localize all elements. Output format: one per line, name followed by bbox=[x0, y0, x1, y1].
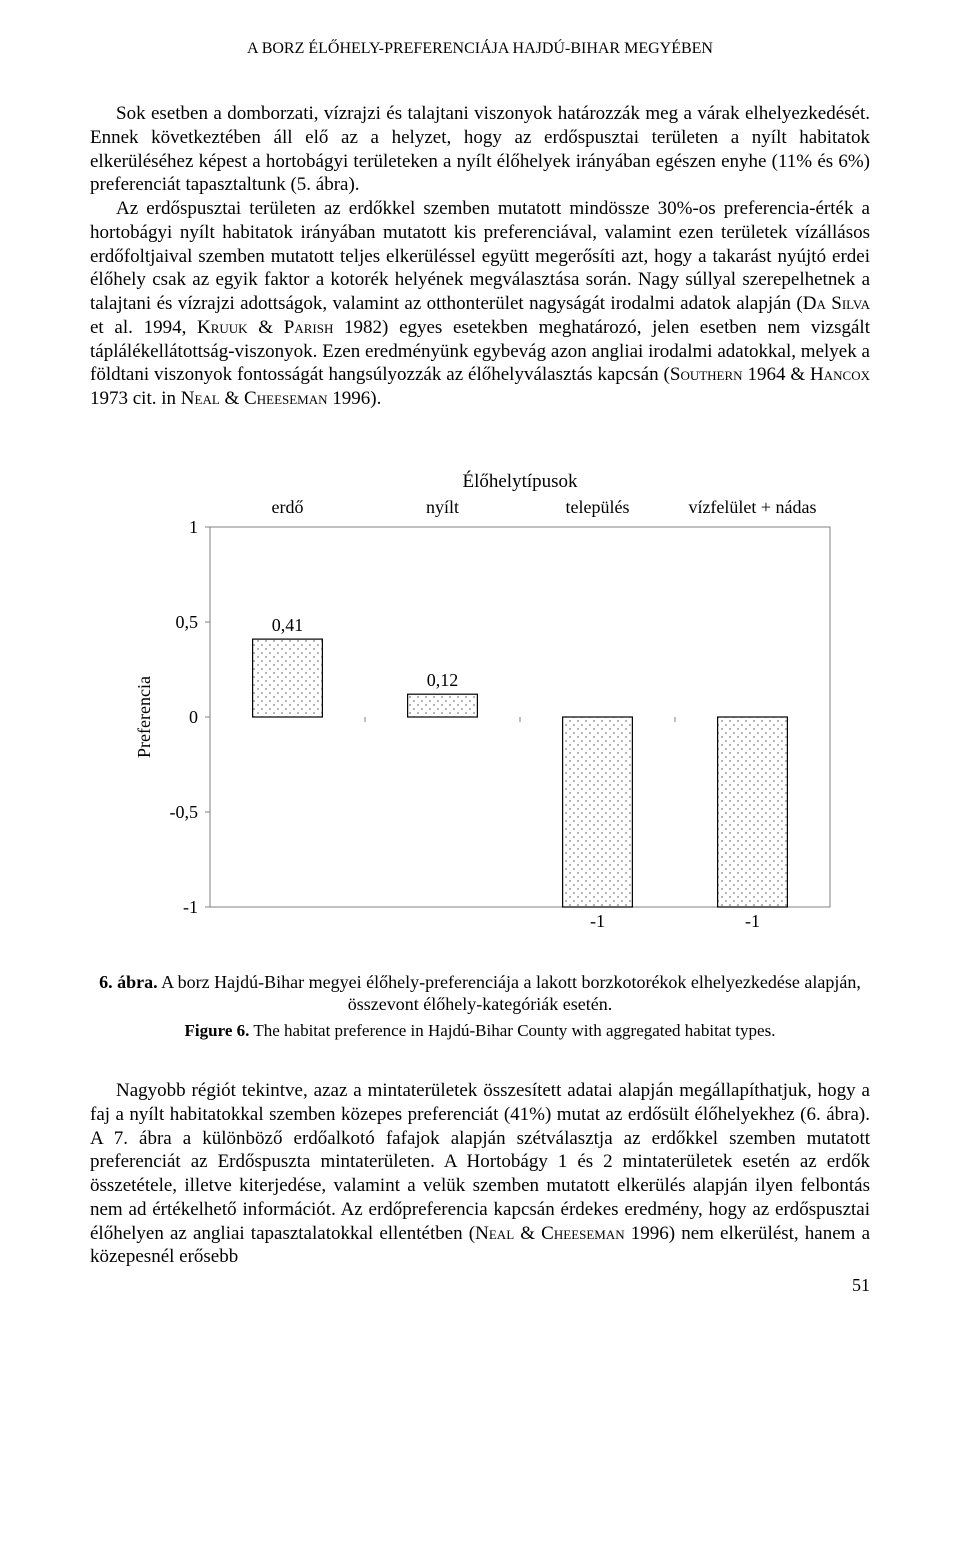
p2-text: 1973 cit. in N bbox=[90, 388, 195, 409]
p2-sc: ancox bbox=[824, 364, 870, 385]
preference-bar-chart: Élőhelytípusok erdő nyílt település vízfelül… bbox=[100, 459, 860, 959]
p2-sc: eal bbox=[195, 388, 220, 409]
p3-text: Nagyobb régiót tekintve, azaz a mintater… bbox=[90, 1080, 870, 1244]
svg-text:0: 0 bbox=[189, 707, 198, 727]
p2-text: Az erdőspusztai területen az erdőkkel sz… bbox=[90, 198, 870, 314]
svg-text:-1: -1 bbox=[590, 911, 605, 931]
svg-text:Élőhelytípusok: Élőhelytípusok bbox=[462, 470, 578, 492]
p3-text: & C bbox=[514, 1223, 554, 1244]
p2-sc: ruuk bbox=[211, 317, 248, 338]
svg-text:-0,5: -0,5 bbox=[170, 802, 199, 822]
svg-text:-1: -1 bbox=[183, 897, 198, 917]
svg-text:0,12: 0,12 bbox=[427, 670, 459, 690]
svg-text:0,41: 0,41 bbox=[272, 615, 304, 635]
figure-caption-en: Figure 6. The habitat preference in Hajd… bbox=[90, 1020, 870, 1041]
p2-text: S bbox=[826, 293, 842, 314]
p2-sc: ilva bbox=[842, 293, 870, 314]
paragraph-1: Sok esetben a domborzati, vízrajzi és ta… bbox=[90, 102, 870, 197]
caption-text: A borz Hajdú-Bihar megyei élőhely-prefer… bbox=[158, 972, 861, 1015]
svg-text:nyílt: nyílt bbox=[426, 497, 459, 517]
p2-text: 1996). bbox=[328, 388, 382, 409]
svg-text:0,5: 0,5 bbox=[176, 612, 199, 632]
p3-sc: heeseman bbox=[554, 1223, 625, 1244]
paragraph-2: Az erdőspusztai területen az erdőkkel sz… bbox=[90, 197, 870, 411]
page-number: 51 bbox=[90, 1275, 870, 1296]
paragraph-3: Nagyobb régiót tekintve, azaz a mintater… bbox=[90, 1079, 870, 1269]
caption-label: 6. ábra. bbox=[99, 972, 158, 992]
p2-text: & P bbox=[248, 317, 295, 338]
p2-sc: a bbox=[816, 293, 825, 314]
p2-text: & C bbox=[220, 388, 257, 409]
p2-text: et al. 1994, K bbox=[90, 317, 211, 338]
svg-text:vízfelület + nádas: vízfelület + nádas bbox=[688, 497, 816, 517]
chart-container: Élőhelytípusok erdő nyílt település vízfelül… bbox=[90, 459, 870, 959]
p2-sc: outhern bbox=[680, 364, 742, 385]
p2-sc: arish bbox=[294, 317, 333, 338]
svg-text:erdő: erdő bbox=[272, 497, 304, 517]
figure-caption-hu: 6. ábra. A borz Hajdú-Bihar megyei élőhe… bbox=[90, 971, 870, 1016]
p2-text: 1964 & H bbox=[743, 364, 824, 385]
p3-sc: eal bbox=[489, 1223, 514, 1244]
p2-sc: heeseman bbox=[257, 388, 328, 409]
svg-text:település: település bbox=[566, 497, 630, 517]
svg-text:1: 1 bbox=[189, 517, 198, 537]
caption-text: The habitat preference in Hajdú-Bihar Co… bbox=[249, 1021, 775, 1040]
page-header: A BORZ ÉLŐHELY-PREFERENCIÁJA HAJDÚ-BIHAR… bbox=[90, 40, 870, 58]
caption-label: Figure 6. bbox=[185, 1021, 250, 1040]
svg-text:-1: -1 bbox=[745, 911, 760, 931]
svg-text:Preferencia: Preferencia bbox=[134, 676, 154, 758]
